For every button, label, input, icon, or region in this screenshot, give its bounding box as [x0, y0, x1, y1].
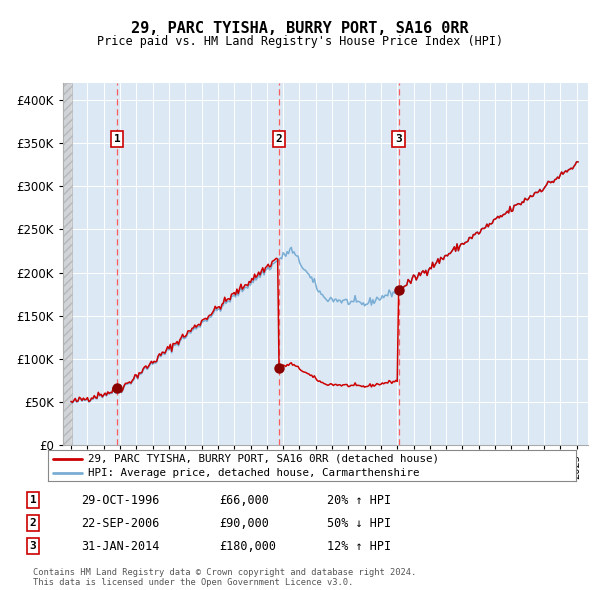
Text: 3: 3: [395, 134, 402, 144]
Text: 22-SEP-2006: 22-SEP-2006: [81, 517, 160, 530]
Text: 1: 1: [114, 134, 121, 144]
Text: 29, PARC TYISHA, BURRY PORT, SA16 0RR (detached house): 29, PARC TYISHA, BURRY PORT, SA16 0RR (d…: [88, 454, 439, 464]
Text: £180,000: £180,000: [219, 540, 276, 553]
Text: Price paid vs. HM Land Registry's House Price Index (HPI): Price paid vs. HM Land Registry's House …: [97, 35, 503, 48]
Text: 3: 3: [29, 542, 37, 551]
Text: 20% ↑ HPI: 20% ↑ HPI: [327, 494, 391, 507]
Text: 1: 1: [29, 496, 37, 505]
Bar: [63, 83, 72, 445]
Text: 29-OCT-1996: 29-OCT-1996: [81, 494, 160, 507]
Text: 12% ↑ HPI: 12% ↑ HPI: [327, 540, 391, 553]
Text: 50% ↓ HPI: 50% ↓ HPI: [327, 517, 391, 530]
Text: 31-JAN-2014: 31-JAN-2014: [81, 540, 160, 553]
Text: Contains HM Land Registry data © Crown copyright and database right 2024.
This d: Contains HM Land Registry data © Crown c…: [33, 568, 416, 587]
Text: 2: 2: [29, 519, 37, 528]
Text: £90,000: £90,000: [219, 517, 269, 530]
Text: HPI: Average price, detached house, Carmarthenshire: HPI: Average price, detached house, Carm…: [88, 468, 419, 478]
Text: 29, PARC TYISHA, BURRY PORT, SA16 0RR: 29, PARC TYISHA, BURRY PORT, SA16 0RR: [131, 21, 469, 35]
Text: £66,000: £66,000: [219, 494, 269, 507]
Text: 2: 2: [275, 134, 282, 144]
